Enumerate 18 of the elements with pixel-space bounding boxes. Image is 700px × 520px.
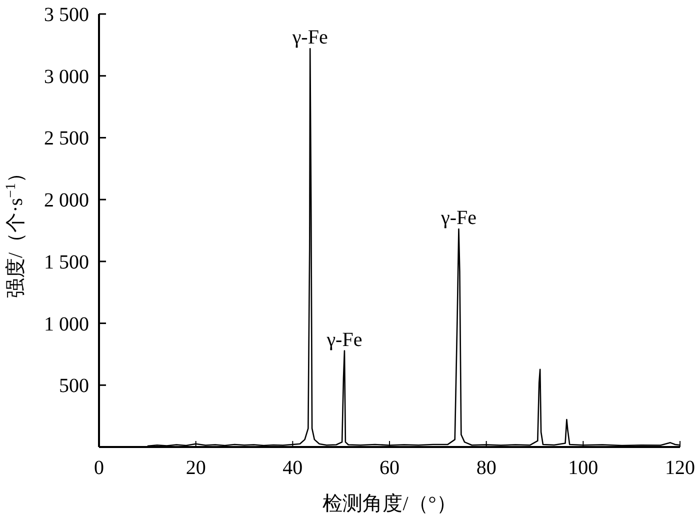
- x-tick-label: 40: [282, 457, 303, 479]
- y-tick-label: 500: [59, 375, 89, 398]
- y-tick-label: 2 000: [44, 190, 89, 212]
- annotation: γ-Fe: [291, 26, 328, 49]
- y-tick-label: 3 500: [44, 4, 89, 26]
- annotation: γ-Fe: [440, 207, 477, 230]
- x-tick-label: 80: [476, 457, 496, 479]
- x-tick-label: 120: [665, 457, 695, 479]
- x-tick-label: 60: [380, 457, 400, 479]
- x-tick-label: 20: [186, 457, 206, 479]
- x-axis-title: 检测角度/（°）: [322, 493, 456, 515]
- y-tick-label: 1 500: [44, 251, 89, 274]
- x-tick-label: 100: [568, 457, 598, 479]
- annotation: γ-Fe: [326, 328, 362, 351]
- y-tick-label: 2 500: [44, 128, 89, 150]
- y-tick-label: 1 000: [44, 313, 89, 336]
- x-tick-label: 0: [94, 457, 104, 479]
- y-tick-label: 3 000: [44, 66, 89, 88]
